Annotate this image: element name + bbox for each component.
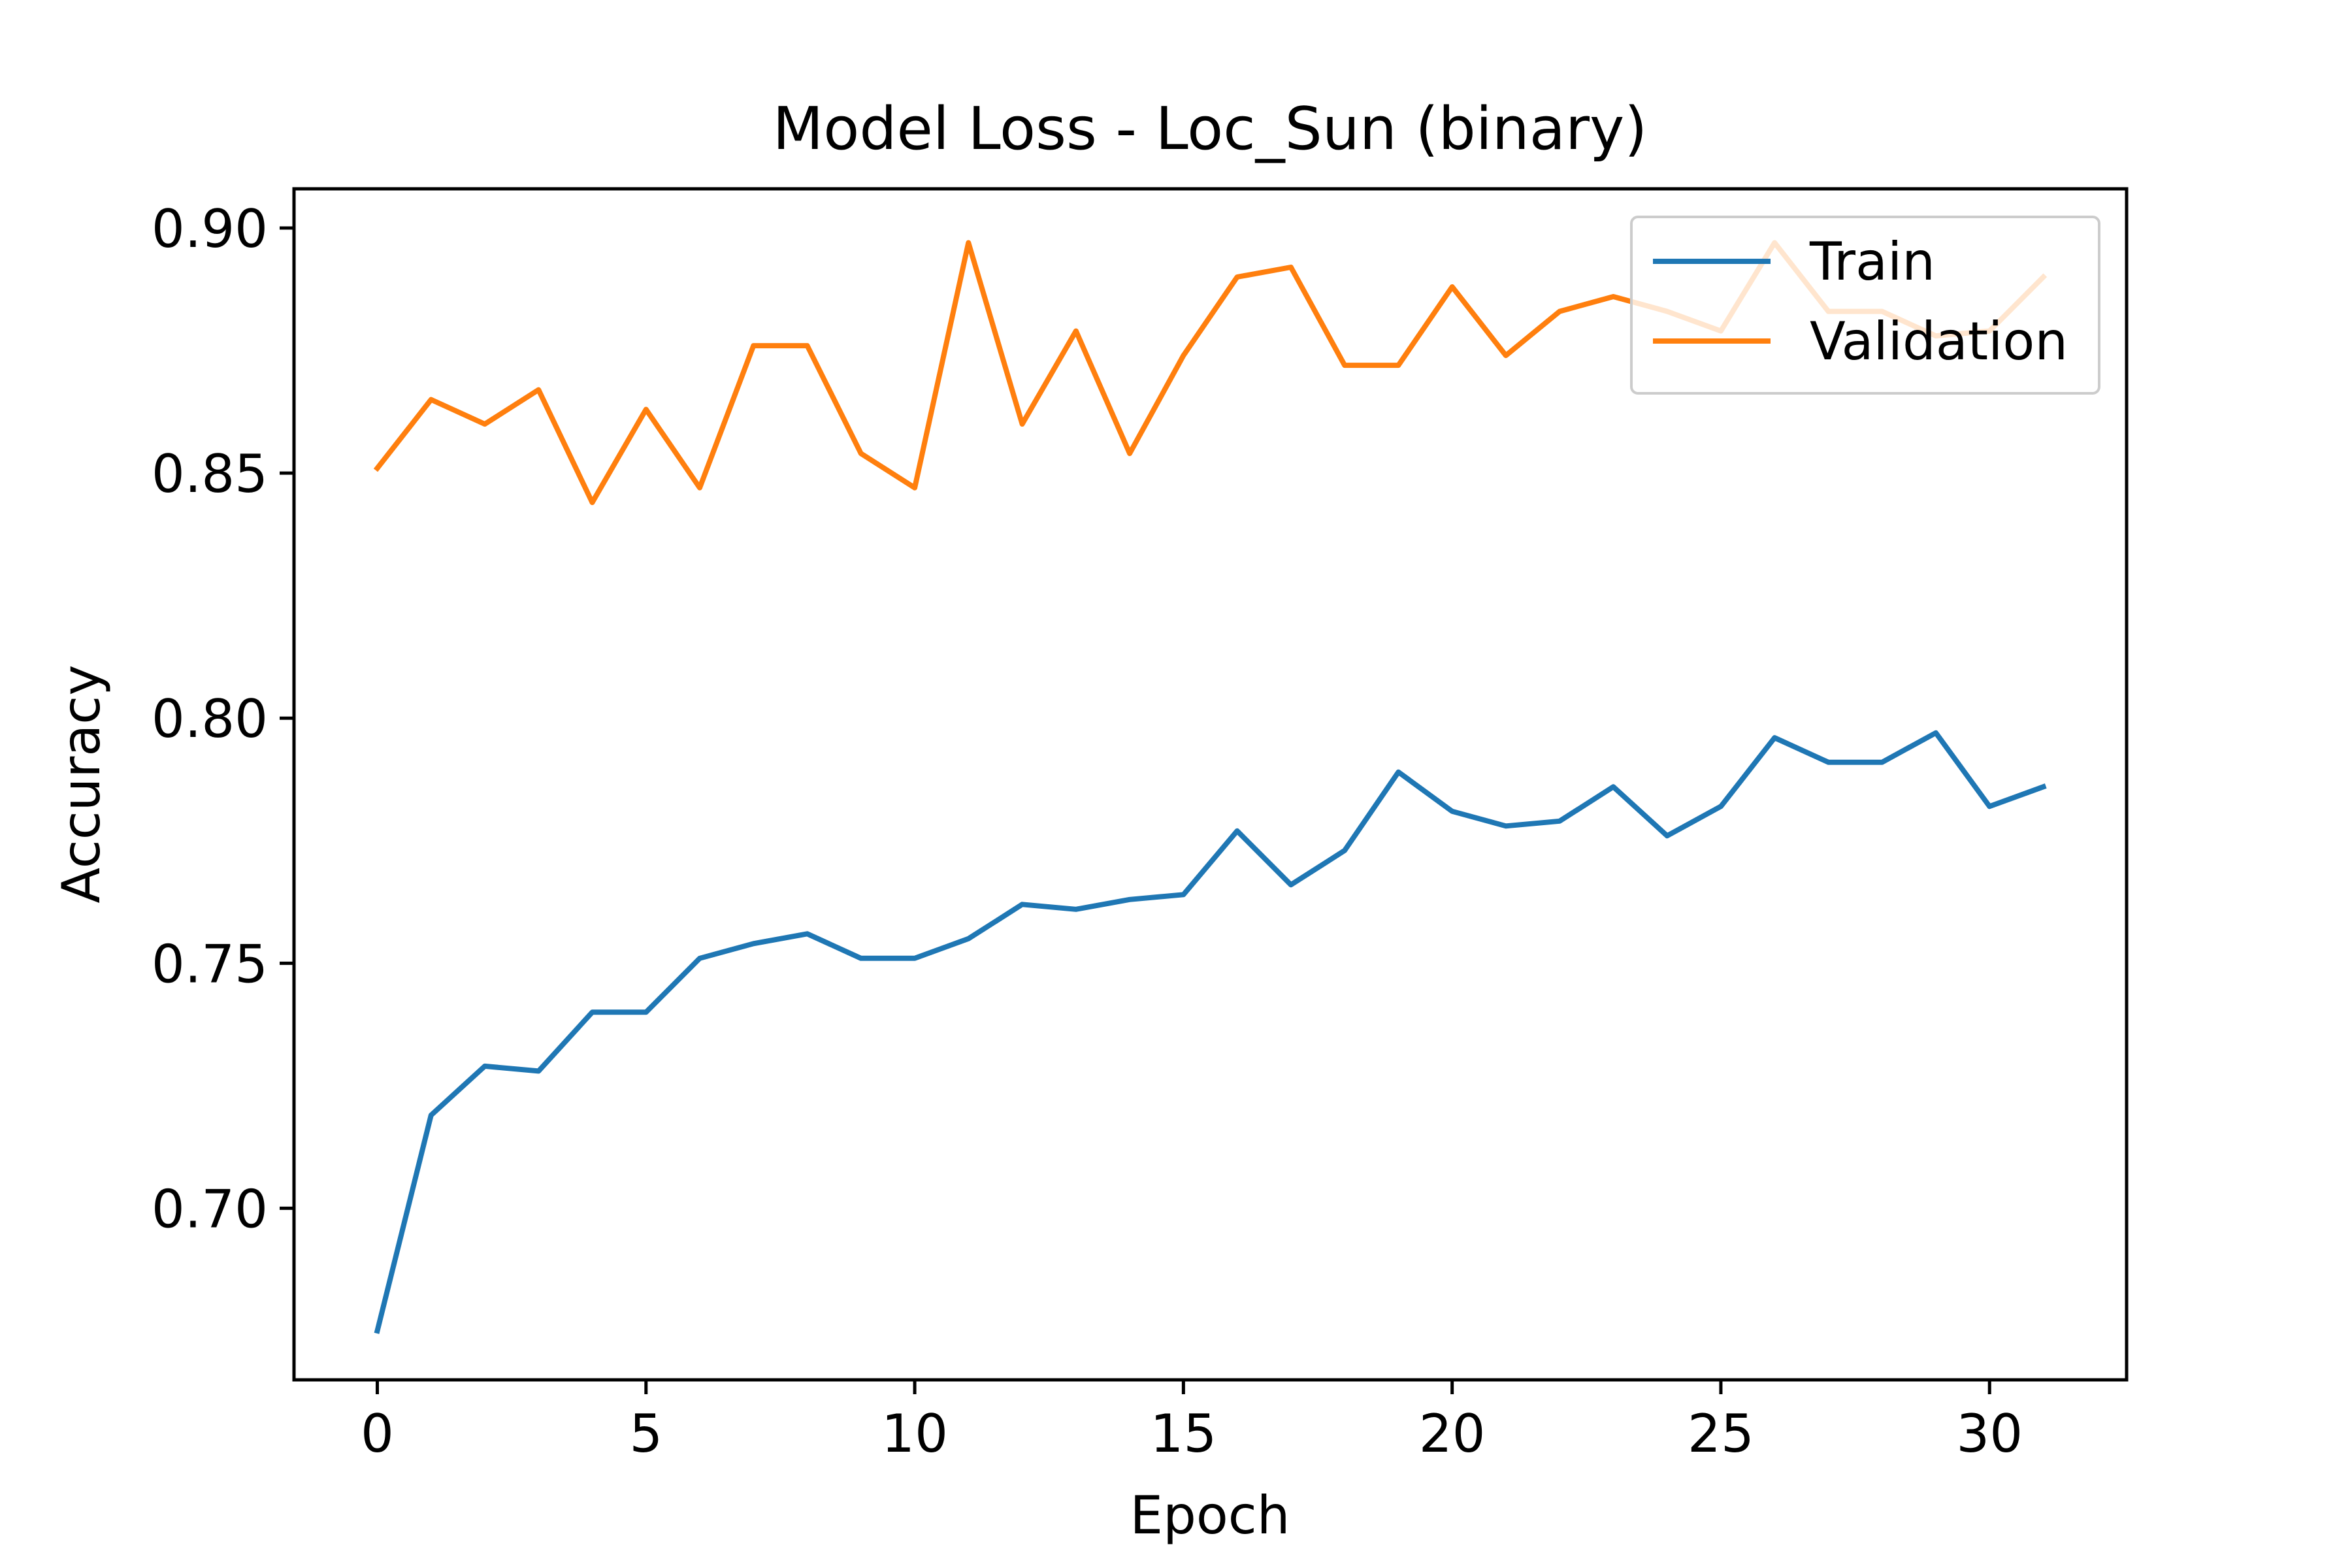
x-axis-label: Epoch [1130, 1485, 1290, 1546]
legend-train-label: Train [1809, 231, 1935, 292]
legend-validation-label: Validation [1810, 311, 2068, 372]
y-tick-label: 0.70 [152, 1179, 268, 1239]
series-line-train [374, 730, 2047, 1334]
y-tick-label: 0.80 [152, 689, 268, 749]
x-tick-label: 15 [1150, 1403, 1217, 1464]
y-tick-label: 0.90 [152, 199, 268, 259]
chart-title: Model Loss - Loc_Sun (binary) [773, 95, 1648, 163]
x-tick-label: 10 [881, 1403, 948, 1464]
axes-ticks: 0 5 10 15 20 25 30 0.70 0.75 0.80 0.85 0.90 [152, 199, 2023, 1464]
plot-frame [292, 187, 2129, 1382]
x-tick-label: 20 [1419, 1403, 1486, 1464]
x-tick-label: 5 [629, 1403, 662, 1464]
y-tick-label: 0.85 [152, 444, 268, 504]
y-tick-label: 0.75 [152, 934, 268, 994]
legend: Train Validation [1630, 216, 2100, 395]
x-tick-label: 30 [1956, 1403, 2023, 1464]
x-tick-label: 0 [361, 1403, 394, 1464]
y-axis-label: Accuracy [51, 664, 112, 903]
x-tick-label: 25 [1688, 1403, 1754, 1464]
